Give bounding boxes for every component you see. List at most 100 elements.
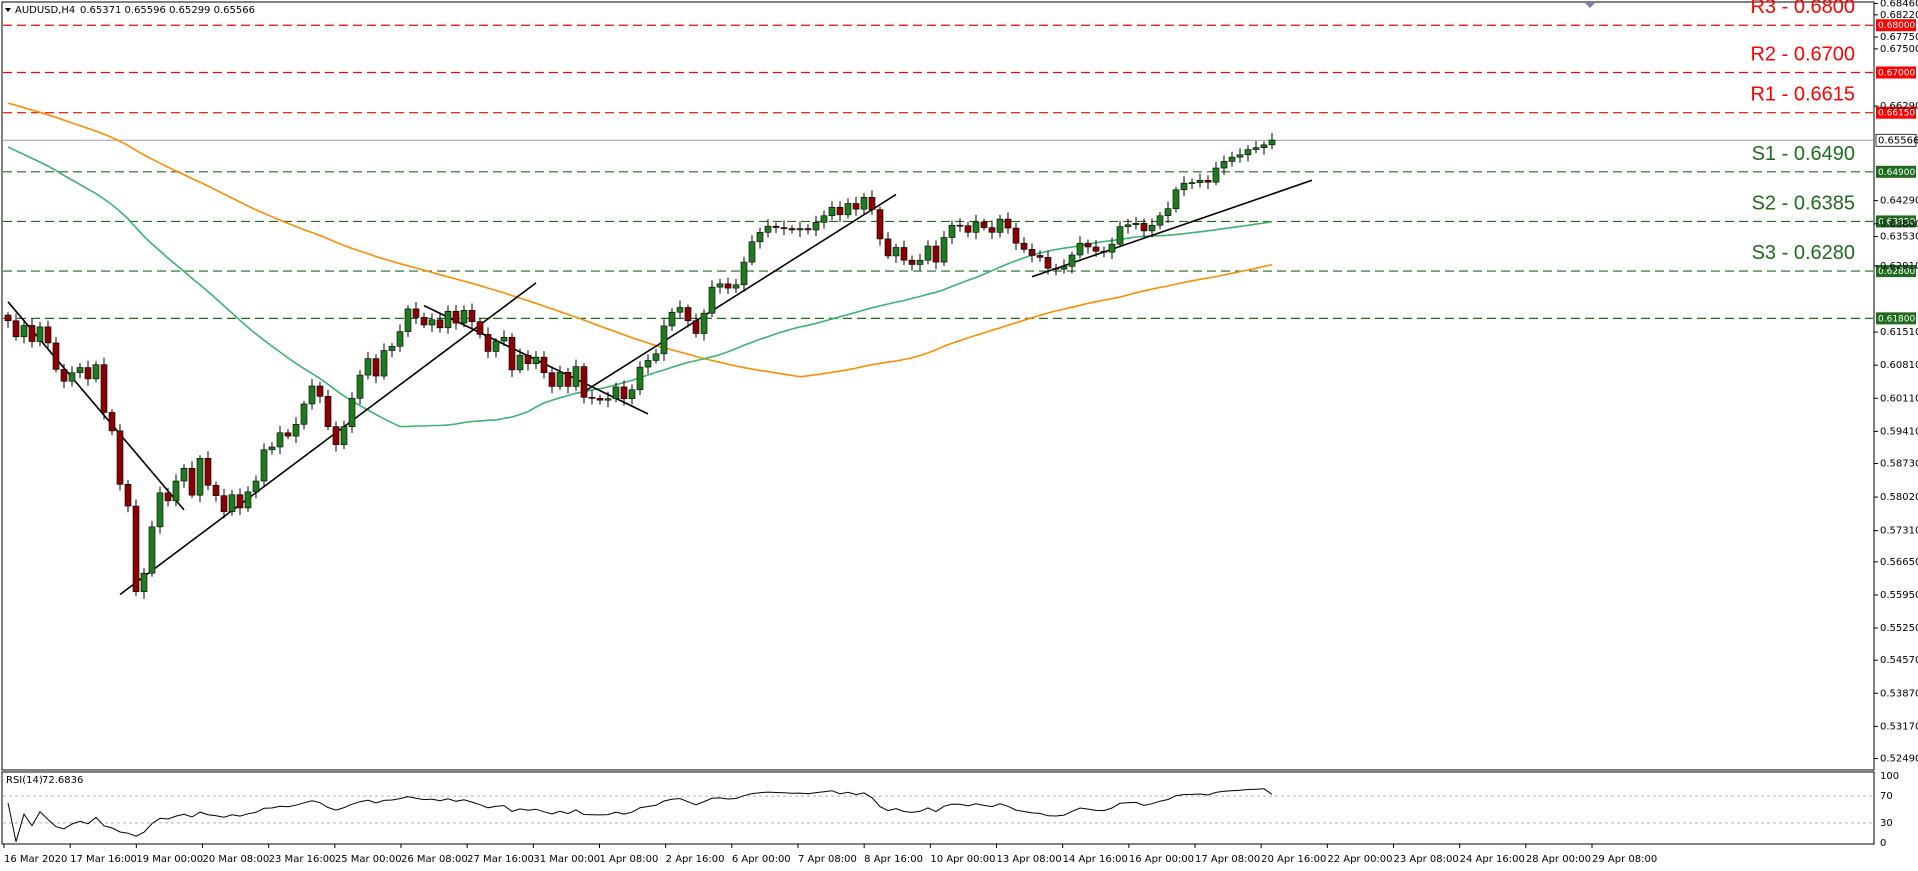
candle-body <box>492 340 500 352</box>
candle-body <box>652 353 660 361</box>
candle-body <box>780 227 788 229</box>
rsi-value: 72.6836 <box>42 775 83 786</box>
level-badge-r3 <box>1876 19 1916 32</box>
candle-body <box>892 247 900 257</box>
price-tick-label: 0.54570 <box>1880 655 1918 666</box>
rsi-line <box>7 788 1273 842</box>
price-tick-label: 0.59410 <box>1880 426 1918 437</box>
candle-body <box>1156 215 1164 226</box>
trendline <box>1031 179 1313 278</box>
rsi-indicator: 100 70 30 0 <box>3 771 1899 849</box>
level-label-s3: S3 - 0.6280 <box>1752 242 1855 264</box>
rsi-tick-label: 30 <box>1880 818 1893 829</box>
candle-body <box>52 342 60 370</box>
candle-body <box>964 225 972 233</box>
candle-body <box>1060 266 1068 270</box>
candle-body <box>796 228 804 231</box>
price-tick-label: 0.67750 <box>1880 32 1918 43</box>
price-tick-label: 0.53170 <box>1880 721 1918 732</box>
candle-body <box>1188 182 1196 184</box>
time-tick-label: 22 Apr 00:00 <box>1327 854 1392 865</box>
candle-body <box>908 259 916 265</box>
candle-body <box>996 218 1004 233</box>
level-badge-text-s1: 0.64900 <box>1878 168 1915 178</box>
candle-body <box>300 403 308 425</box>
candle-body <box>900 247 908 261</box>
candle-body <box>684 307 692 322</box>
candle-body <box>164 492 172 502</box>
trendline <box>583 193 897 393</box>
candle-body <box>620 386 628 400</box>
candle-body <box>1228 156 1236 162</box>
candle-body <box>1036 255 1044 258</box>
candle-body <box>1108 243 1116 253</box>
candle-body <box>76 367 84 374</box>
candle-body <box>924 245 932 261</box>
candle-body <box>436 319 444 329</box>
candle-body <box>116 430 124 485</box>
candle-body <box>700 312 708 334</box>
candle-body <box>132 505 140 592</box>
rsi-tick-label: 70 <box>1880 791 1893 802</box>
candle-body <box>212 484 220 496</box>
candle-body <box>836 206 844 216</box>
candle-body <box>412 308 420 318</box>
candle-body <box>740 261 748 286</box>
candle-body <box>476 321 484 335</box>
candle-body <box>1172 189 1180 209</box>
candle-body <box>572 366 580 387</box>
candle-body <box>1260 144 1268 148</box>
candle-body <box>940 237 948 263</box>
candle-body <box>1148 224 1156 232</box>
time-tick-label: 7 Apr 08:00 <box>798 854 857 865</box>
candle-body <box>812 222 820 231</box>
collapse-triangle-icon[interactable] <box>5 8 11 12</box>
level-badge-text-s4: 0.61800 <box>1878 314 1915 324</box>
levels-layer: R3 - 0.6800 0.68000 R2 - 0.6700 0.67000 R1 -… <box>3 0 1918 325</box>
level-label-r2: R2 - 0.6700 <box>1750 44 1855 66</box>
price-tick-label: 0.68220 <box>1880 10 1918 21</box>
time-tick-label: 16 Mar 2020 <box>4 854 67 865</box>
candle-body <box>276 432 284 448</box>
price-tick-label: 0.67500 <box>1880 44 1918 55</box>
time-tick-label: 17 Mar 16:00 <box>70 854 137 865</box>
candle-body <box>1132 223 1140 226</box>
candles <box>4 133 1276 599</box>
price-tick-label: 0.63800 <box>1880 219 1918 230</box>
time-tick-label: 23 Apr 08:00 <box>1394 854 1459 865</box>
time-tick-label: 26 Mar 08:00 <box>401 854 468 865</box>
candle-body <box>716 283 724 288</box>
candle-body <box>524 354 532 365</box>
candle-body <box>4 314 12 322</box>
rsi-pane-frame <box>1 771 1875 845</box>
candle-body <box>844 203 852 216</box>
candle-body <box>828 206 836 217</box>
level-badge-s1 <box>1876 165 1916 178</box>
price-tick-label: 0.68460 <box>1880 0 1918 9</box>
candle-body <box>1092 246 1100 252</box>
price-tick-label: 0.53870 <box>1880 688 1918 699</box>
candle-body <box>356 374 364 399</box>
candle-body <box>428 319 436 326</box>
candle-body <box>460 310 468 324</box>
candle-body <box>244 491 252 509</box>
candle-body <box>1028 249 1036 256</box>
level-badge-text-s3: 0.62800 <box>1878 267 1915 277</box>
candle-body <box>1004 218 1012 229</box>
candle-body <box>92 364 100 380</box>
level-badge-text-r1: 0.66150 <box>1878 109 1915 119</box>
rsi-tick-label: 0 <box>1880 838 1886 849</box>
price-tick-label: 0.66290 <box>1880 101 1918 112</box>
rsi-label: RSI(14) <box>6 775 43 786</box>
time-tick-label: 28 Apr 00:00 <box>1526 854 1591 865</box>
candle-body <box>84 367 92 380</box>
time-tick-label: 14 Apr 16:00 <box>1063 854 1128 865</box>
level-label-r1: R1 - 0.6615 <box>1750 84 1855 106</box>
candle-body <box>292 423 300 437</box>
shift-marker-icon[interactable] <box>1585 3 1595 8</box>
candle-body <box>772 225 780 228</box>
level-label-s1: S1 - 0.6490 <box>1752 143 1855 165</box>
time-tick-label: 6 Apr 00:00 <box>732 854 791 865</box>
time-axis: 16 Mar 2020 17 Mar 16:00 19 Mar 00:00 20 Ma… <box>3 844 1657 865</box>
